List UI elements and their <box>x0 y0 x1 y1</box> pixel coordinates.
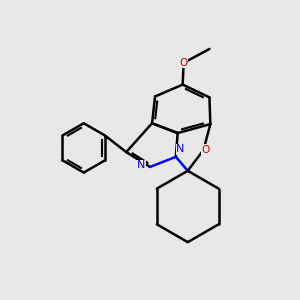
Text: O: O <box>179 58 188 68</box>
Text: O: O <box>202 145 210 155</box>
Text: N: N <box>137 160 145 170</box>
Text: N: N <box>176 144 184 154</box>
